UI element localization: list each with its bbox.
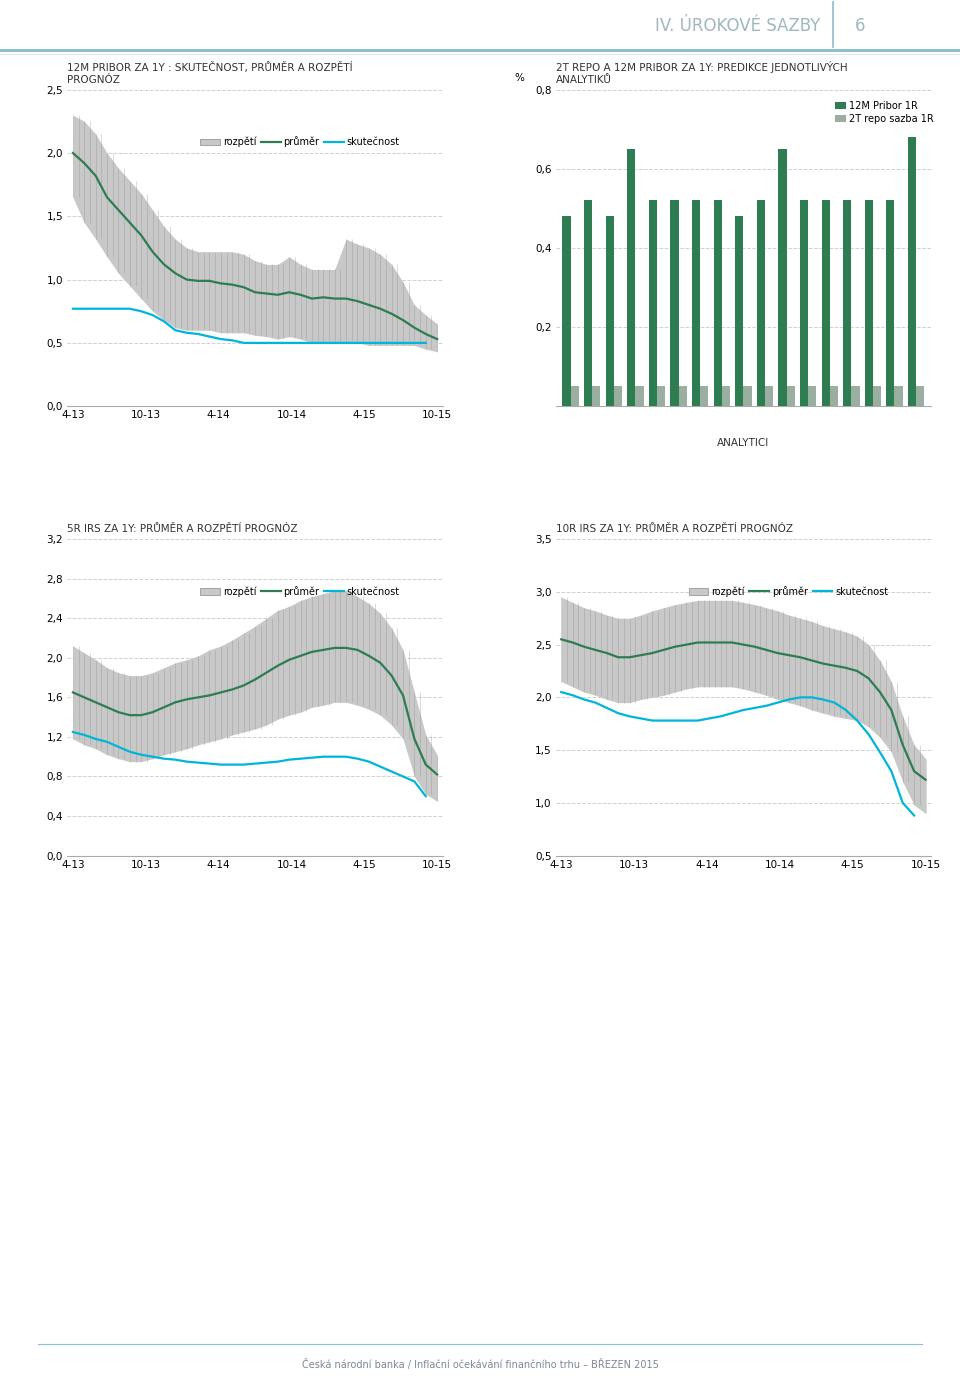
Bar bbox=[700, 386, 708, 406]
Bar bbox=[613, 386, 622, 406]
Bar bbox=[895, 386, 902, 406]
Text: 12M PRIBOR ZA 1Y : SKUTEČNOST, PRŮMĚR A ROZPĚTÍ
PROGNÓZ: 12M PRIBOR ZA 1Y : SKUTEČNOST, PRŮMĚR A … bbox=[67, 62, 353, 84]
Bar bbox=[713, 200, 722, 406]
Bar bbox=[670, 200, 679, 406]
Bar bbox=[627, 149, 636, 406]
Bar bbox=[756, 200, 765, 406]
Legend: rozpětí, průměr, skutečnost: rozpětí, průměr, skutečnost bbox=[684, 582, 892, 600]
Legend: 12M Pribor 1R, 2T repo sazba 1R: 12M Pribor 1R, 2T repo sazba 1R bbox=[834, 101, 934, 124]
Text: 2T REPO A 12M PRIBOR ZA 1Y: PREDIKCE JEDNOTLIVÝCH
ANALYTIKŮ: 2T REPO A 12M PRIBOR ZA 1Y: PREDIKCE JED… bbox=[556, 61, 847, 84]
Text: ANALYTICI: ANALYTICI bbox=[717, 437, 770, 448]
Bar bbox=[829, 386, 838, 406]
Bar bbox=[886, 200, 895, 406]
Bar bbox=[636, 386, 643, 406]
Bar bbox=[873, 386, 881, 406]
Text: 6: 6 bbox=[854, 17, 865, 34]
Bar bbox=[563, 217, 570, 406]
Bar bbox=[570, 386, 579, 406]
Bar bbox=[800, 200, 808, 406]
Bar bbox=[865, 200, 873, 406]
Bar bbox=[808, 386, 816, 406]
Bar bbox=[657, 386, 665, 406]
Bar bbox=[822, 200, 829, 406]
Text: 5R IRS ZA 1Y: PRŮMĚR A ROZPĚTÍ PROGNÓZ: 5R IRS ZA 1Y: PRŮMĚR A ROZPĚTÍ PROGNÓZ bbox=[67, 524, 298, 534]
Bar bbox=[743, 386, 752, 406]
Text: 10R IRS ZA 1Y: PRŮMĚR A ROZPĚTÍ PROGNÓZ: 10R IRS ZA 1Y: PRŮMĚR A ROZPĚTÍ PROGNÓZ bbox=[556, 524, 793, 534]
Bar bbox=[779, 149, 786, 406]
Bar bbox=[735, 217, 743, 406]
Legend: rozpětí, průměr, skutečnost: rozpětí, průměr, skutečnost bbox=[197, 582, 404, 600]
Text: %: % bbox=[515, 73, 524, 83]
Bar bbox=[843, 200, 852, 406]
Bar bbox=[692, 200, 700, 406]
Bar bbox=[852, 386, 859, 406]
Text: Česká národní banka / Inflační očekávání finančního trhu – BŘEZEN 2015: Česká národní banka / Inflační očekávání… bbox=[301, 1359, 659, 1369]
Legend: rozpětí, průměr, skutečnost: rozpětí, průměr, skutečnost bbox=[197, 132, 404, 152]
Bar bbox=[722, 386, 730, 406]
Bar bbox=[679, 386, 686, 406]
Bar bbox=[649, 200, 657, 406]
Bar bbox=[916, 386, 924, 406]
Text: IV. ÚROKOVÉ SAZBY: IV. ÚROKOVÉ SAZBY bbox=[656, 17, 821, 34]
Bar bbox=[592, 386, 600, 406]
Bar bbox=[908, 137, 916, 406]
Bar bbox=[606, 217, 613, 406]
Bar bbox=[786, 386, 795, 406]
Bar bbox=[765, 386, 773, 406]
Bar bbox=[584, 200, 592, 406]
